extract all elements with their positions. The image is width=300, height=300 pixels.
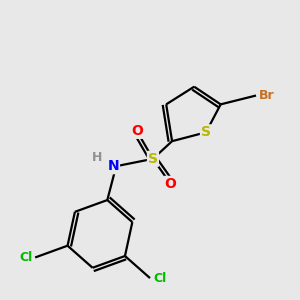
Text: S: S: [148, 152, 158, 166]
Text: S: S: [201, 125, 211, 139]
Text: H: H: [92, 151, 102, 164]
Text: Br: Br: [259, 89, 274, 102]
Text: O: O: [131, 124, 143, 138]
Text: O: O: [165, 177, 176, 191]
Text: N: N: [107, 159, 119, 173]
Text: Cl: Cl: [153, 272, 166, 285]
Text: Cl: Cl: [19, 251, 32, 264]
